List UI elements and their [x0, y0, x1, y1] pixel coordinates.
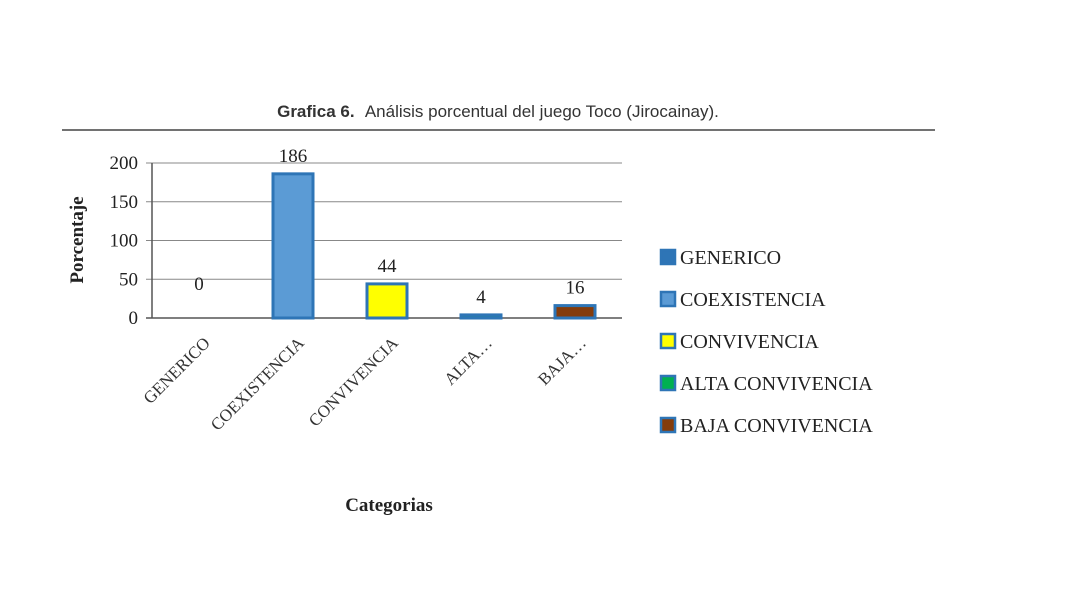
- legend-swatch: [659, 290, 677, 308]
- bar-alta-convivencia: [459, 313, 503, 320]
- caption-text: Análisis porcentual del juego Toco (Jiro…: [365, 102, 719, 121]
- x-tick-label: ALTA…: [440, 333, 495, 388]
- legend-item: COEXISTENCIA: [659, 289, 826, 311]
- figure-caption: Grafica 6. Análisis porcentual del juego…: [277, 102, 719, 121]
- legend-item: ALTA CONVIVENCIA: [659, 373, 873, 395]
- x-tick-label: CONVIVENCIA: [305, 333, 402, 430]
- legend-swatch: [659, 332, 677, 350]
- y-tick-label: 0: [129, 308, 139, 329]
- y-axis-label: Porcentaje: [67, 196, 88, 283]
- legend-label: COEXISTENCIA: [680, 289, 826, 311]
- y-tick-label: 50: [119, 269, 138, 290]
- legend-label: CONVIVENCIA: [680, 331, 819, 353]
- legend-label: GENERICO: [680, 247, 781, 269]
- legend-label: ALTA CONVIVENCIA: [680, 373, 873, 395]
- data-label: 186: [279, 146, 308, 167]
- legend-label: BAJA CONVIVENCIA: [680, 415, 873, 437]
- data-label: 44: [378, 256, 398, 277]
- y-tick-label: 200: [110, 153, 139, 174]
- y-tick-label: 150: [110, 192, 139, 213]
- bar-baja-convivencia: [553, 304, 597, 320]
- x-tick-label: GENERICO: [140, 333, 214, 407]
- x-axis-label: Categorias: [345, 495, 433, 516]
- legend-item: GENERICO: [659, 247, 781, 269]
- legend-swatch: [659, 248, 677, 266]
- legend-swatch: [659, 416, 677, 434]
- y-tick-label: 100: [110, 231, 139, 252]
- bar-coexistencia: [271, 172, 315, 320]
- data-label: 0: [194, 274, 204, 295]
- legend-item: BAJA CONVIVENCIA: [659, 415, 873, 437]
- caption-prefix: Grafica 6.: [277, 102, 355, 121]
- x-tick-label: COEXISTENCIA: [207, 333, 308, 434]
- data-label: 4: [476, 287, 486, 308]
- legend-item: CONVIVENCIA: [659, 331, 819, 353]
- data-label: 16: [566, 278, 585, 299]
- bar-convivencia: [365, 282, 409, 320]
- legend-swatch: [659, 374, 677, 392]
- x-tick-label: BAJA…: [534, 333, 590, 389]
